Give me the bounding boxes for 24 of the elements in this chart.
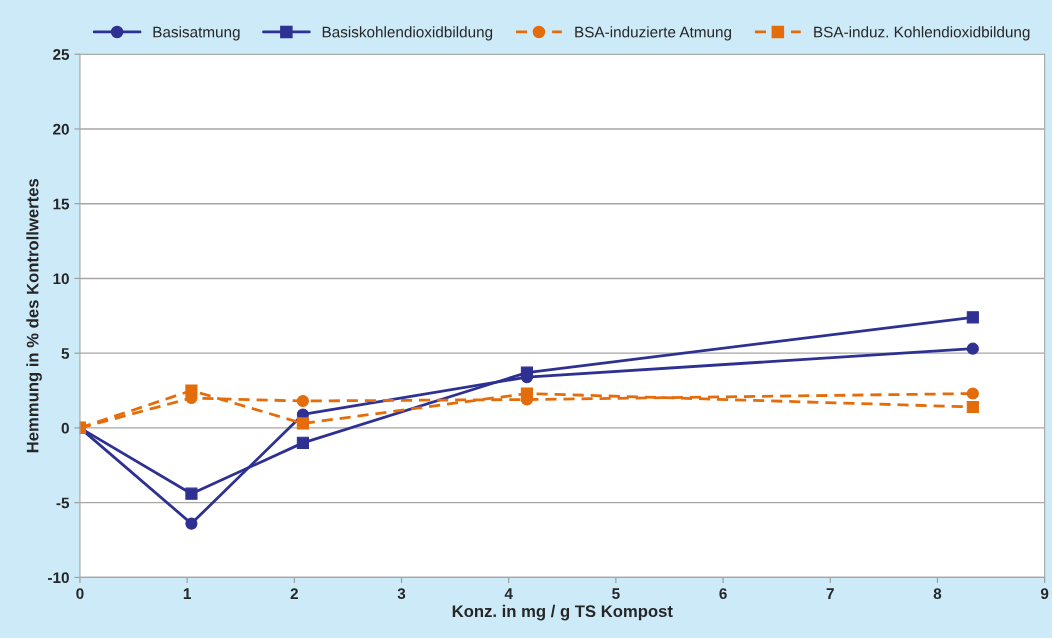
x-tick-label: 7 [826, 588, 834, 599]
y-tick-label: 20 [53, 123, 69, 135]
legend-label: BSA-induzierte Atmung [575, 26, 732, 41]
y-tick-label: 10 [53, 273, 69, 285]
x-axis-title: Konz. in mg / g TS Kompost [452, 604, 673, 621]
x-tick-label: 8 [933, 588, 942, 600]
x-tick-label: 1 [183, 588, 191, 599]
y-axis-title: Hemmung in % des Kontrollwertes [26, 178, 42, 453]
y-tick-label: 15 [53, 198, 70, 210]
y-tick-label: 0 [61, 422, 69, 434]
y-tick-label: -10 [48, 572, 69, 584]
x-tick-label: 5 [612, 588, 620, 600]
legend-label: BSA-induz. Kohlendioxidbildung [814, 26, 1030, 41]
y-tick-label: 5 [61, 348, 70, 359]
y-tick-label: 25 [53, 49, 70, 60]
x-tick-label: 0 [76, 588, 84, 600]
x-tick-label: 6 [719, 588, 727, 600]
x-tick-label: 9 [1040, 588, 1049, 600]
legend-label: Basiskohlendioxidbildung [322, 26, 493, 41]
x-tick-label: 4 [504, 588, 513, 599]
legend-label: Basisatmung [153, 26, 240, 41]
x-tick-label: 2 [290, 588, 298, 599]
y-tick-label: -5 [56, 497, 70, 509]
x-tick-label: 3 [397, 588, 406, 600]
